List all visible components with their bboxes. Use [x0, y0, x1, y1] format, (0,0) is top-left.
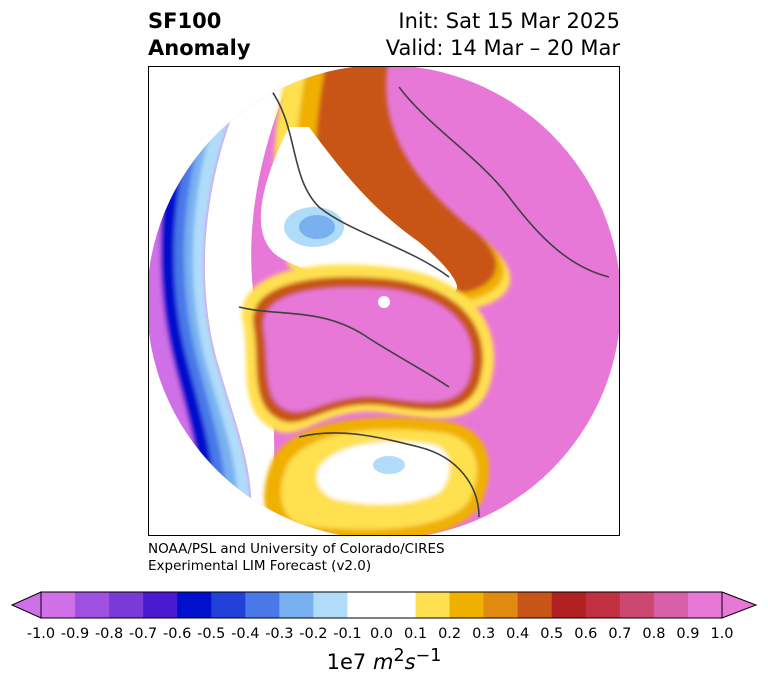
init-date: Init: Sat 15 Mar 2025	[398, 9, 620, 33]
colorbar-tick-label: 0.4	[506, 626, 530, 642]
colorbar-segment	[619, 592, 655, 618]
colorbar-extend-max	[721, 591, 758, 619]
colorbar-segment	[177, 592, 212, 618]
valid-range: Valid: 14 Mar – 20 Mar	[385, 36, 620, 60]
colorbar-segment	[449, 592, 485, 618]
colorbar-segment	[653, 592, 689, 618]
colorbar-tick-label: 0.1	[404, 626, 428, 642]
colorbar-ticks: -1.0 -0.9 -0.8 -0.7 -0.6 -0.5 -0.4 -0.3 -0.2 -0.1…	[0, 626, 768, 646]
colorbar-segment	[483, 592, 519, 618]
title-right: Init: Sat 15 Mar 2025 Valid: 14 Mar – 20…	[386, 8, 620, 62]
small-low-north-core	[299, 215, 335, 239]
colorbar-segment	[75, 592, 110, 618]
colorbar-tick-label: 0.6	[574, 626, 598, 642]
colorbar-tick-label: 0.8	[642, 626, 666, 642]
coastlines	[238, 86, 610, 518]
colorbar-segment	[41, 592, 76, 618]
colorbar	[10, 591, 758, 619]
colorbar-segment	[143, 592, 178, 618]
colorbar-segment	[585, 592, 621, 618]
pole-marker	[378, 296, 390, 308]
colorbar-segment	[245, 592, 280, 618]
colorbar-segment	[381, 592, 417, 618]
colorbar-segment	[687, 592, 723, 618]
colorbar-segment	[211, 592, 246, 618]
colorbar-segment	[313, 592, 348, 618]
credit: NOAA/PSL and University of Colorado/CIRE…	[148, 541, 445, 575]
colorbar-tick-label: 0.9	[676, 626, 700, 642]
credit-line-1: NOAA/PSL and University of Colorado/CIRE…	[148, 541, 445, 557]
colorbar-tick-label: 0.0	[369, 626, 394, 642]
neutral-pocket-north	[260, 127, 458, 293]
colorbar-tick-label: 0.2	[438, 626, 462, 642]
colorbar-frame	[40, 591, 723, 619]
colorbar-label: 1e7 m2s−1	[326, 646, 442, 674]
anomaly-high-central	[241, 264, 495, 433]
colorbar-extend-min	[10, 591, 42, 619]
colorbar-tick-label: -0.4	[231, 626, 260, 642]
colorbar-tick-label: -1.0	[26, 626, 56, 642]
colorbar-tick-label: -0.1	[333, 626, 362, 642]
colorbar-tick-label: -0.2	[299, 626, 328, 642]
map-panel	[148, 66, 620, 536]
colorbar-tick-label: 0.7	[608, 626, 632, 642]
colorbar-tick-label: -0.8	[94, 626, 124, 642]
credit-line-2: Experimental LIM Forecast (v2.0)	[148, 558, 372, 574]
colorbar-tick-label: -0.6	[163, 626, 192, 642]
title-variable: SF100	[148, 9, 222, 33]
small-low-south	[373, 456, 405, 474]
colorbar-tick-label: 0.3	[472, 626, 496, 642]
colorbar-segment	[517, 592, 553, 618]
colorbar-tick-label: -0.9	[60, 626, 90, 642]
colorbar-segment	[279, 592, 314, 618]
colorbar-segment	[347, 592, 382, 618]
colorbar-tick-label: 0.5	[540, 626, 564, 642]
title-left: SF100 Anomaly	[148, 8, 251, 62]
colorbar-tick-label: -0.3	[265, 626, 294, 642]
colorbar-segment	[415, 592, 451, 618]
colorbar-segment	[551, 592, 587, 618]
title-type: Anomaly	[148, 36, 251, 60]
colorbar-tick-label: 1.0	[710, 626, 734, 642]
colorbar-segment	[109, 592, 144, 618]
anomaly-map	[149, 67, 619, 535]
colorbar-tick-label: -0.7	[128, 626, 158, 642]
colorbar-tick-label: -0.5	[197, 626, 226, 642]
